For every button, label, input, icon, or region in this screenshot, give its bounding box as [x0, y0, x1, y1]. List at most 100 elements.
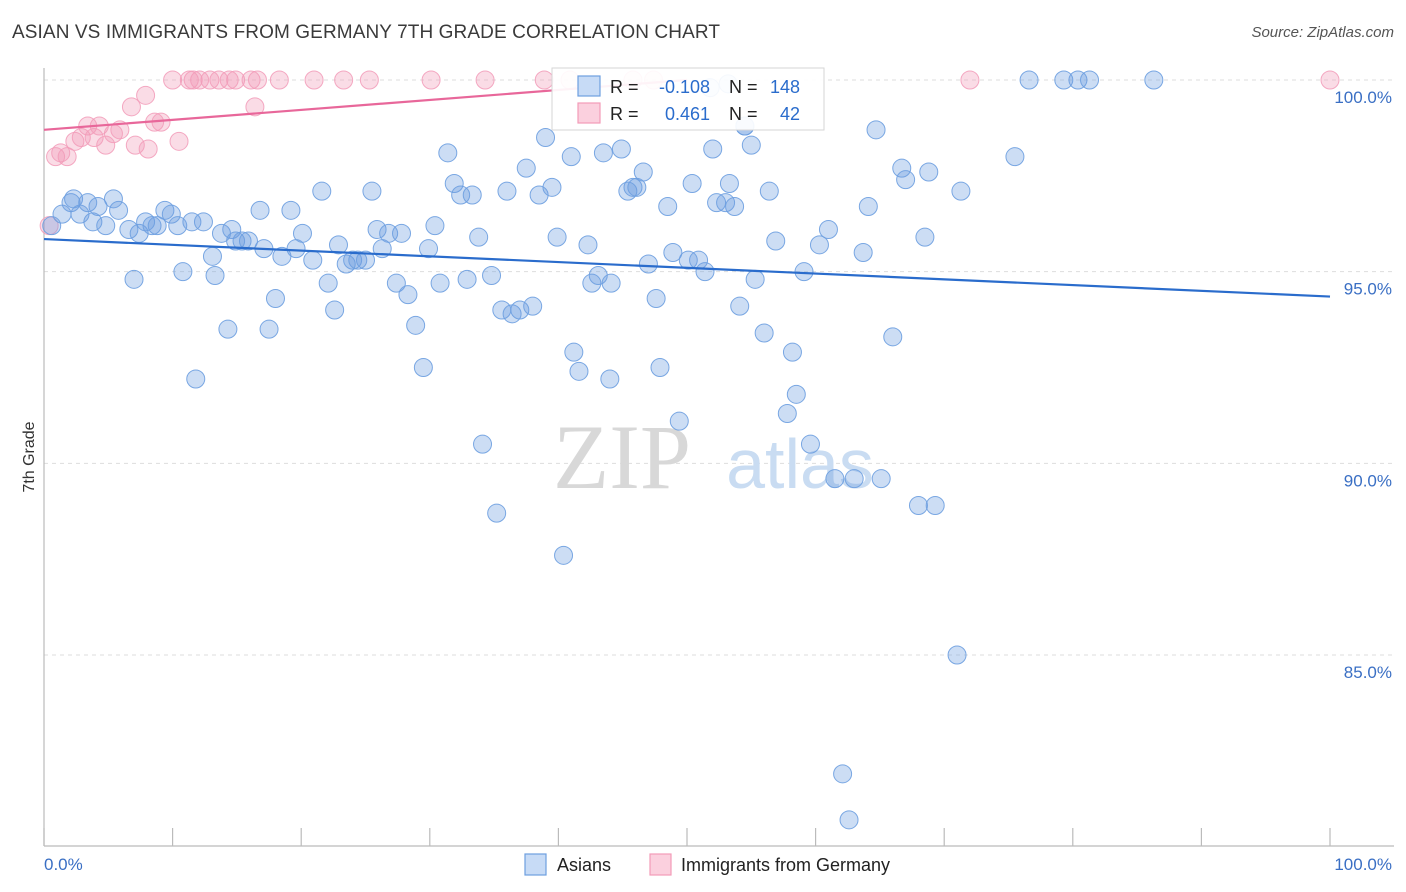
source-label: Source: ZipAtlas.com [1251, 24, 1394, 41]
asian-point [759, 181, 779, 201]
asian-point [1019, 70, 1039, 90]
asian-point [703, 139, 723, 159]
asian-point [406, 315, 426, 335]
legend-r-label-1: R = [610, 77, 639, 97]
asian-point [638, 254, 658, 274]
asian-point [754, 323, 774, 343]
y-axis-title: 7th Grade [21, 421, 38, 492]
asian-point [730, 296, 750, 316]
germany-point [121, 97, 141, 117]
asian-point [444, 174, 464, 193]
germany-point [475, 70, 495, 90]
asian-point [578, 235, 598, 255]
asian-point [818, 220, 838, 239]
y-tick-label: 95.0% [1344, 280, 1392, 299]
asian-point [451, 185, 471, 205]
asian-point [564, 342, 584, 362]
asian-point [457, 269, 477, 289]
asian-point [78, 193, 98, 213]
germany-point [219, 70, 239, 90]
germany-point [241, 70, 261, 90]
x-tick-label-min: 0.0% [44, 855, 83, 874]
asian-point [536, 128, 556, 147]
germany-point [169, 131, 189, 151]
asian-point [413, 358, 433, 377]
asian-point [292, 223, 312, 243]
asian-point [497, 181, 517, 201]
asian-point [419, 239, 439, 259]
asian-point [142, 216, 162, 236]
asian-point [695, 262, 715, 282]
asian-point [853, 243, 873, 262]
asian-point [205, 266, 225, 285]
asian-point [1144, 70, 1164, 90]
germany-point [209, 70, 229, 90]
asian-point [719, 174, 739, 193]
asian-point [250, 200, 270, 220]
y-axis-tick-labels: 100.0% 95.0% 90.0% 85.0% [1334, 88, 1392, 682]
asian-point [669, 411, 689, 431]
legend-r-label-2: R = [610, 104, 639, 124]
asian-point [103, 189, 123, 209]
asian-point [202, 246, 222, 266]
asian-point [469, 227, 489, 247]
asian-point [741, 135, 761, 155]
watermark-zip: ZIP [553, 406, 691, 508]
legend-n-label-1: N = [729, 77, 758, 97]
asian-point [682, 174, 702, 193]
asian-point [1080, 70, 1100, 90]
asian-point [658, 197, 678, 216]
asian-point [265, 289, 285, 308]
asian-point [646, 289, 666, 308]
asian-point [883, 327, 903, 347]
asian-point [547, 227, 567, 247]
chart-title: ASIAN VS IMMIGRANTS FROM GERMANY 7TH GRA… [12, 22, 721, 43]
asian-point [348, 250, 368, 270]
asian-point [542, 177, 562, 197]
legend-n-value-1: 148 [770, 77, 800, 97]
germany-point [334, 70, 354, 90]
asian-point [871, 469, 891, 489]
germany-point [138, 139, 158, 159]
asian-point [186, 369, 206, 389]
legend-n-value-2: 42 [780, 104, 800, 124]
asian-point [800, 434, 820, 454]
germany-point [247, 70, 267, 90]
asian-point [238, 231, 258, 251]
asian-point [193, 212, 213, 232]
asian-point [844, 469, 864, 489]
asian-point [318, 273, 338, 293]
legend-swatch-germany [577, 102, 601, 124]
y-tick-label: 90.0% [1344, 471, 1392, 490]
legend-r-value-1: -0.108 [659, 77, 710, 97]
y-tick-label: 100.0% [1334, 88, 1392, 107]
x-axis-ticks [43, 828, 1331, 846]
germany-point [421, 70, 441, 90]
asian-point [582, 273, 602, 293]
asian-point [925, 496, 945, 515]
germany-point [183, 70, 203, 90]
asian-point [678, 250, 698, 270]
asian-point [561, 147, 581, 167]
asian-point [88, 197, 108, 216]
asian-point [392, 223, 412, 243]
germany-point [96, 135, 116, 155]
legend-n-label-2: N = [729, 104, 758, 124]
germany-point [190, 70, 210, 90]
asian-trend-line [43, 237, 1331, 298]
asian-point [809, 235, 829, 255]
asian-point [663, 243, 683, 262]
asian-point [367, 220, 387, 239]
germany-point [136, 85, 156, 105]
asian-point [147, 216, 167, 236]
asian-point [462, 185, 482, 205]
asian-point [554, 545, 574, 565]
asian-point [650, 358, 670, 377]
germany-point [245, 97, 265, 117]
asian-point [232, 231, 252, 251]
asian-point [83, 212, 103, 232]
series-legend-label-asians: Asians [557, 855, 611, 875]
asian-point [303, 250, 323, 270]
asian-point [182, 212, 202, 232]
